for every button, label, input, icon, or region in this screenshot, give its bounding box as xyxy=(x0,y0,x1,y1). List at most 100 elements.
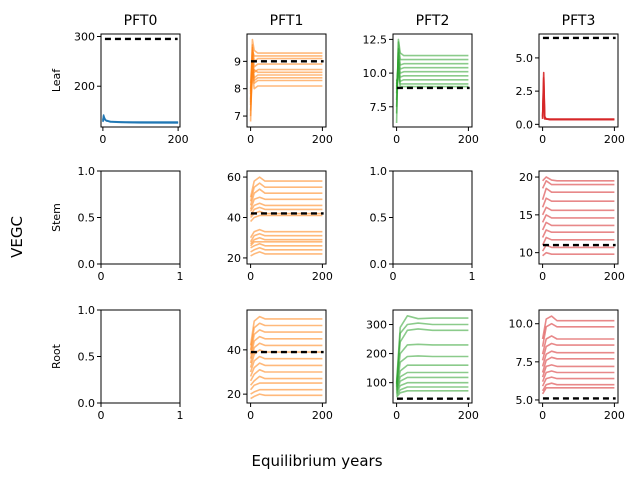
y-tick-label-stem-pft2: 0.5 xyxy=(370,212,388,225)
series-line-leaf-pft2-8 xyxy=(395,72,469,88)
series-line-root-pft2-3 xyxy=(395,343,469,388)
x-tick-label-stem-pft2: 1 xyxy=(469,270,476,283)
y-tick-label-stem-pft0: 0.0 xyxy=(78,258,96,271)
series-line-root-pft3-1 xyxy=(541,322,615,347)
x-tick-label-root-pft1: 0 xyxy=(247,409,254,422)
panel-stem-pft1: 0 200 20 40 60 xyxy=(227,170,333,283)
series-line-stem-pft3-6 xyxy=(541,221,615,231)
panel-leaf-pft3: 0 200 0.0 2.5 5.0 xyxy=(516,33,625,146)
x-tick-label-leaf-pft0: 200 xyxy=(168,133,189,146)
series-line-root-pft3-0 xyxy=(541,315,615,340)
y-tick-label-stem-pft0: 1.0 xyxy=(78,165,96,178)
x-tick-label-leaf-pft1: 0 xyxy=(247,133,254,146)
y-tick-label-root-pft1: 40 xyxy=(227,344,241,357)
x-tick-label-stem-pft1: 0 xyxy=(247,270,254,283)
row-label-stem: Stem xyxy=(50,203,63,232)
y-tick-label-stem-pft1: 20 xyxy=(227,252,241,265)
axes-frame-leaf-pft1 xyxy=(246,33,327,128)
series-line-leaf-pft3-0 xyxy=(541,71,615,121)
series-line-root-pft3-3 xyxy=(541,342,615,361)
series-line-root-pft1-3 xyxy=(249,335,323,359)
panel-stem-pft3: 0 200 10 15 20 xyxy=(519,170,625,283)
row-label-leaf: Leaf xyxy=(50,68,63,92)
series-line-leaf-pft3-2 xyxy=(541,86,615,120)
panel-leaf-pft0: 0 200 200 300 xyxy=(74,30,189,146)
col-title-pft0: PFT0 xyxy=(124,13,158,29)
series-line-root-pft2-1 xyxy=(395,322,469,385)
x-tick-label-root-pft2: 0 xyxy=(393,409,400,422)
series-line-root-pft2-5 xyxy=(395,364,469,391)
y-tick-label-root-pft1: 20 xyxy=(227,388,241,401)
y-tick-label-root-pft3: 10.0 xyxy=(509,318,534,331)
series-line-stem-pft1-2 xyxy=(249,188,323,206)
series-line-leaf-pft2-4 xyxy=(395,58,469,94)
axes-frame-leaf-pft0 xyxy=(100,33,181,128)
series-line-stem-pft3-10 xyxy=(542,251,615,257)
plot-area-leaf-pft0 xyxy=(102,37,179,124)
y-tick-label-leaf-pft0: 300 xyxy=(74,30,95,43)
series-line-leaf-pft1-8 xyxy=(249,68,323,111)
series-line-stem-pft1-5 xyxy=(249,206,323,216)
x-tick-label-leaf-pft2: 200 xyxy=(458,133,479,146)
series-line-leaf-pft2-3 xyxy=(395,52,469,101)
y-tick-label-stem-pft2: 1.0 xyxy=(370,165,388,178)
series-line-root-pft1-6 xyxy=(249,355,323,373)
y-tick-label-stem-pft3: 10 xyxy=(519,247,533,260)
series-line-root-pft2-7 xyxy=(395,376,469,394)
series-line-stem-pft1-3 xyxy=(249,196,323,210)
x-tick-label-leaf-pft1: 200 xyxy=(312,133,333,146)
y-tick-label-stem-pft2: 0.0 xyxy=(370,258,388,271)
plot-area-leaf-pft2 xyxy=(395,38,470,124)
series-line-root-pft2-6 xyxy=(395,371,469,392)
axes-frame-stem-pft3 xyxy=(538,170,619,265)
series-line-stem-pft3-0 xyxy=(542,176,615,182)
series-line-root-pft1-7 xyxy=(249,362,323,377)
col-title-pft3: PFT3 xyxy=(562,13,596,29)
series-line-stem-pft1-1 xyxy=(249,182,323,202)
series-line-leaf-pft3-1 xyxy=(541,77,615,121)
series-line-leaf-pft1-2 xyxy=(249,44,323,103)
x-tick-label-root-pft2: 200 xyxy=(458,409,479,422)
plot-area-leaf-pft3 xyxy=(541,36,616,121)
y-tick-label-stem-pft0: 0.5 xyxy=(78,212,96,225)
series-line-stem-pft1-12 xyxy=(250,243,323,249)
y-tick-label-root-pft0: 0.5 xyxy=(78,351,96,364)
series-line-stem-pft3-8 xyxy=(541,236,615,246)
x-tick-label-leaf-pft2: 0 xyxy=(393,133,400,146)
y-tick-label-leaf-pft1: 7 xyxy=(234,110,241,123)
series-line-stem-pft3-3 xyxy=(541,197,615,208)
series-line-root-pft1-11 xyxy=(250,388,323,395)
series-line-root-pft3-2 xyxy=(541,335,615,355)
series-line-leaf-pft2-7 xyxy=(395,69,469,85)
x-tick-label-root-pft3: 200 xyxy=(604,409,625,422)
series-line-stem-pft1-9 xyxy=(249,232,323,243)
series-line-root-pft3-8 xyxy=(541,376,615,387)
series-line-leaf-pft1-1 xyxy=(249,46,323,122)
series-line-stem-pft1-8 xyxy=(249,228,323,239)
series-line-root-pft3-6 xyxy=(541,364,615,378)
series-line-leaf-pft2-1 xyxy=(395,41,469,114)
x-tick-label-root-pft1: 200 xyxy=(312,409,333,422)
col-title-pft1: PFT1 xyxy=(270,13,304,29)
series-line-root-pft2-9 xyxy=(395,386,469,397)
y-tick-label-leaf-pft1: 8 xyxy=(234,83,241,96)
series-line-stem-pft3-5 xyxy=(541,214,615,223)
panel-root-pft2: 0 200 100 200 300 xyxy=(366,309,479,422)
x-tick-label-root-pft0: 1 xyxy=(177,409,184,422)
series-line-root-pft1-10 xyxy=(249,382,323,391)
y-tick-label-stem-pft1: 60 xyxy=(227,171,241,184)
series-line-stem-pft3-4 xyxy=(541,206,615,216)
y-tick-label-stem-pft3: 20 xyxy=(519,171,533,184)
y-tick-label-root-pft0: 0.0 xyxy=(78,397,96,410)
y-tick-label-stem-pft3: 15 xyxy=(519,209,533,222)
series-line-root-pft1-1 xyxy=(249,322,323,351)
series-line-root-pft3-10 xyxy=(541,387,615,395)
y-tick-label-root-pft0: 1.0 xyxy=(78,304,96,317)
plot-area-root-pft1 xyxy=(249,315,324,400)
axes-frame-root-pft1 xyxy=(246,309,327,404)
series-line-stem-pft1-13 xyxy=(250,247,323,253)
y-tick-label-leaf-pft2: 10.0 xyxy=(363,67,388,80)
y-tick-label-leaf-pft2: 12.5 xyxy=(363,33,388,46)
